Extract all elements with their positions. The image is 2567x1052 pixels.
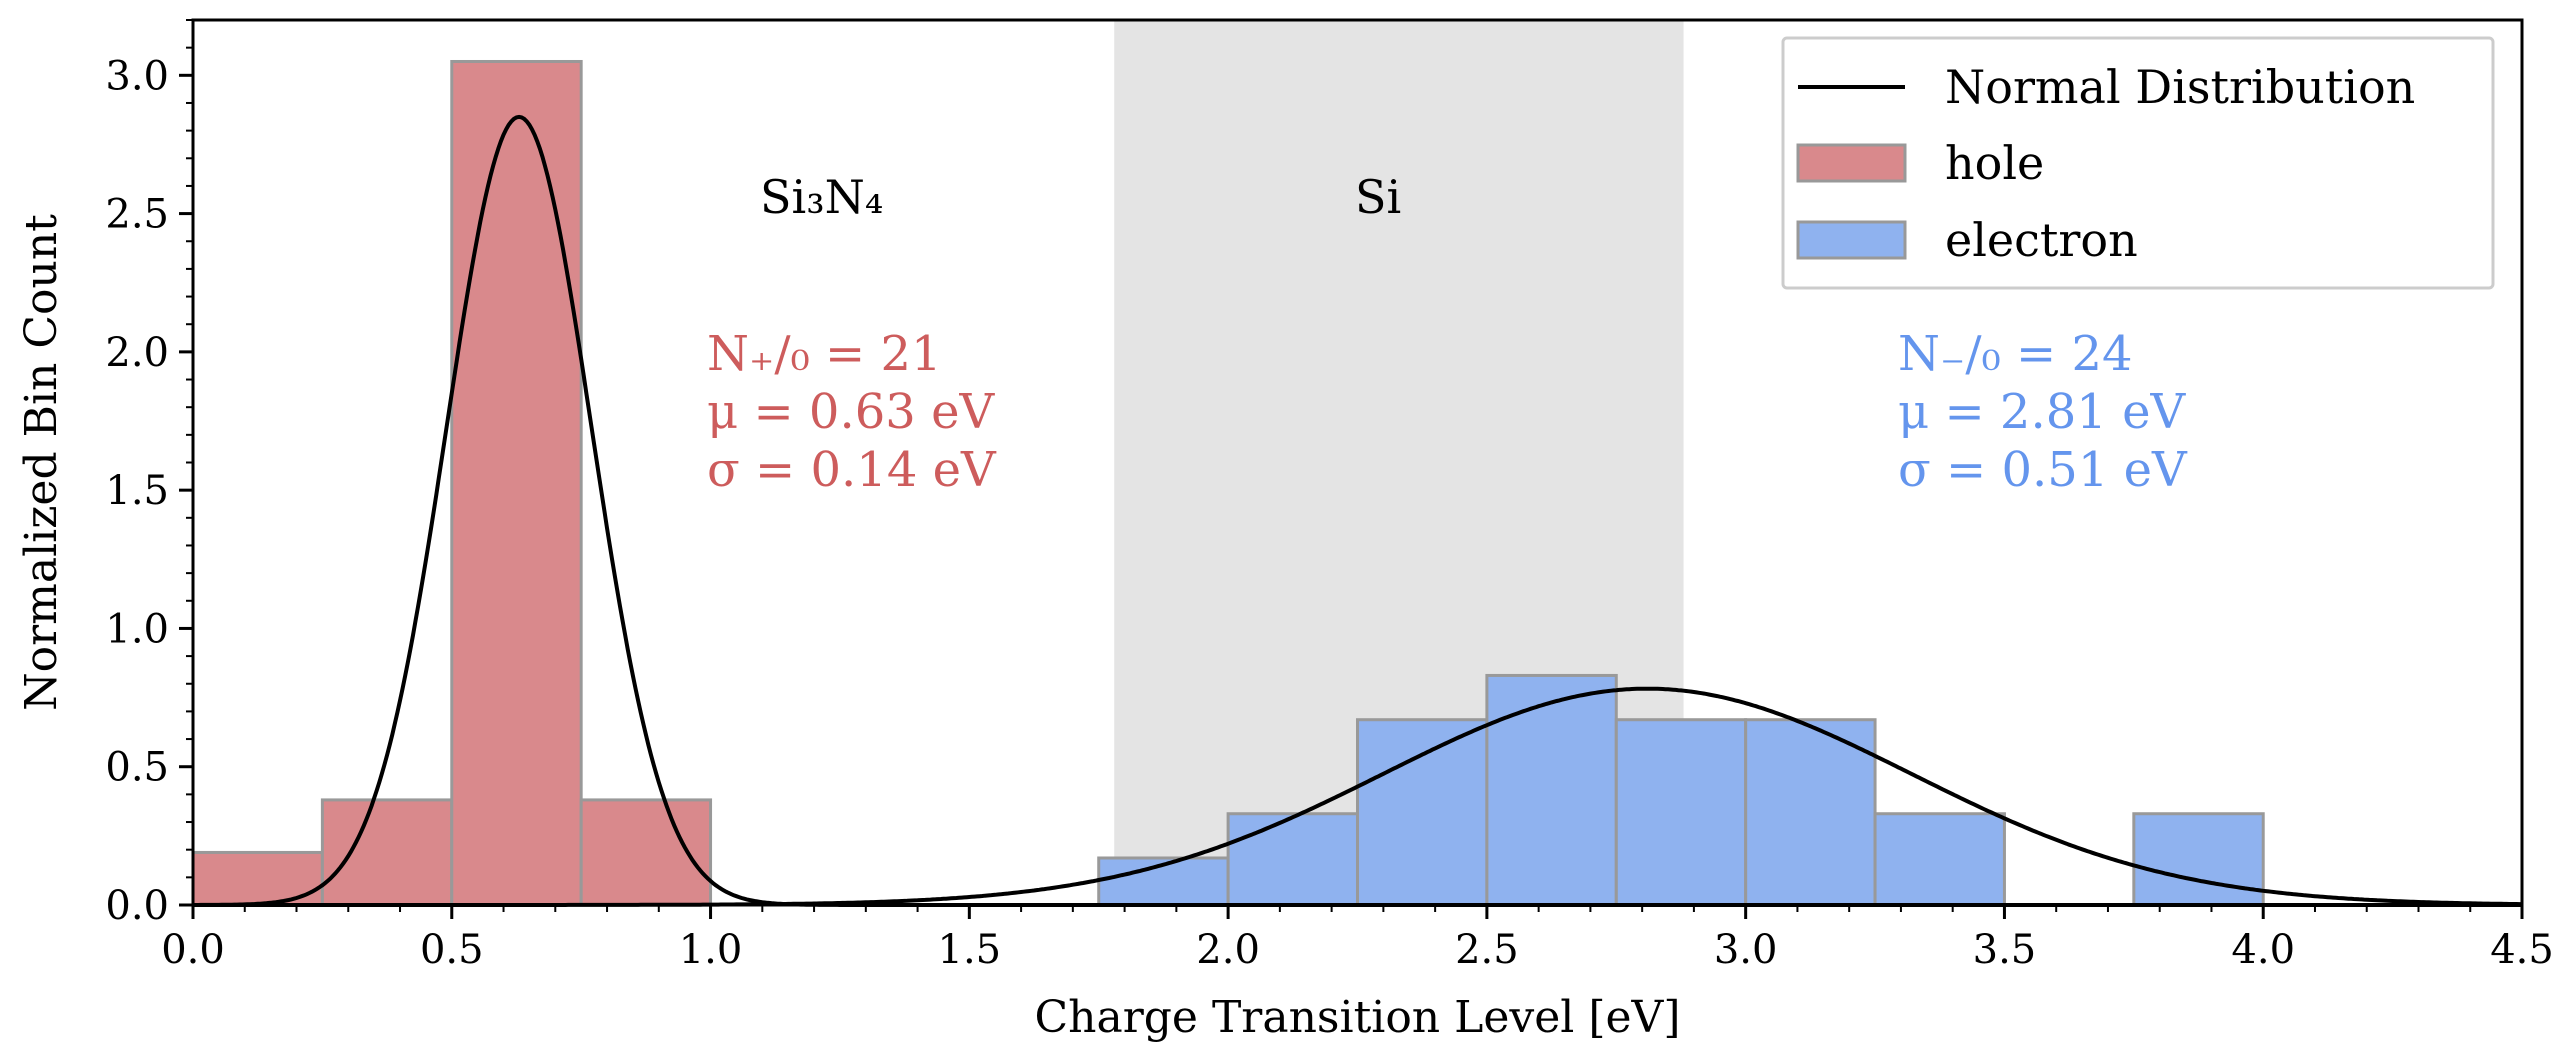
x-axis-title: Charge Transition Level [eV] [1035, 992, 1681, 1043]
x-axis: 0.0 0.5 1.0 1.5 2.0 2.5 3.0 3.5 4.0 4.5 [161, 905, 2554, 973]
region-label-si: Si [1355, 170, 1401, 224]
y-tick-label: 2.5 [105, 192, 169, 238]
x-tick-label: 0.0 [161, 927, 225, 973]
hole-bar [579, 798, 713, 907]
y-tick-label: 3.0 [105, 53, 169, 99]
electron-bar [1356, 718, 1489, 907]
x-tick-label: 4.0 [2231, 927, 2295, 973]
hole-mu-label: μ = 0.63 eV [707, 384, 995, 440]
legend-label-electron: electron [1945, 213, 2138, 267]
y-tick-label: 0.5 [105, 745, 169, 791]
hole-bars [191, 59, 713, 907]
electron-bars [1097, 673, 2265, 907]
x-tick-label: 1.5 [938, 927, 1002, 973]
hole-bar [450, 59, 583, 907]
region-label-si3n4: Si₃N₄ [760, 170, 883, 224]
electron-stats: N₋/₀ = 24 μ = 2.81 eV σ = 0.51 eV [1898, 326, 2188, 498]
x-tick-label: 2.5 [1455, 927, 1519, 973]
y-tick-label: 1.5 [105, 468, 169, 514]
electron-bar [1873, 812, 2006, 907]
x-tick-label: 0.5 [420, 927, 484, 973]
hole-bar [320, 798, 454, 907]
y-tick-label: 0.0 [105, 883, 169, 929]
legend-label-normal-distribution: Normal Distribution [1945, 60, 2415, 114]
electron-bar [1485, 673, 1618, 907]
x-tick-label: 3.5 [1973, 927, 2037, 973]
y-axis-title: Normalized Bin Count [16, 214, 67, 711]
electron-count-label: N₋/₀ = 24 [1898, 326, 2133, 382]
x-tick-label: 3.0 [1714, 927, 1778, 973]
electron-bar [1226, 812, 1359, 907]
electron-sigma-label: σ = 0.51 eV [1898, 442, 2188, 498]
hole-sigma-label: σ = 0.14 eV [707, 442, 997, 498]
electron-bar [2132, 812, 2265, 907]
electron-bar [1614, 718, 1748, 907]
legend-swatch-electron [1796, 220, 1907, 260]
hole-stats: N₊/₀ = 21 μ = 0.63 eV σ = 0.14 eV [707, 326, 997, 498]
x-tick-label: 4.5 [2490, 927, 2554, 973]
electron-mu-label: μ = 2.81 eV [1898, 384, 2186, 440]
legend-label-hole: hole [1945, 136, 2044, 190]
y-axis: 0.0 0.5 1.0 1.5 2.0 2.5 3.0 [105, 19, 193, 929]
electron-bar [1744, 718, 1877, 907]
x-tick-label: 2.0 [1196, 927, 1260, 973]
legend: Normal Distribution hole electron [1781, 36, 2495, 290]
x-tick-label: 1.0 [679, 927, 743, 973]
hole-count-label: N₊/₀ = 21 [707, 326, 942, 382]
y-tick-label: 2.0 [105, 330, 169, 376]
y-tick-label: 1.0 [105, 606, 169, 652]
plot-area [191, 20, 2522, 907]
legend-box [1781, 36, 2495, 290]
legend-swatch-hole [1796, 143, 1907, 183]
